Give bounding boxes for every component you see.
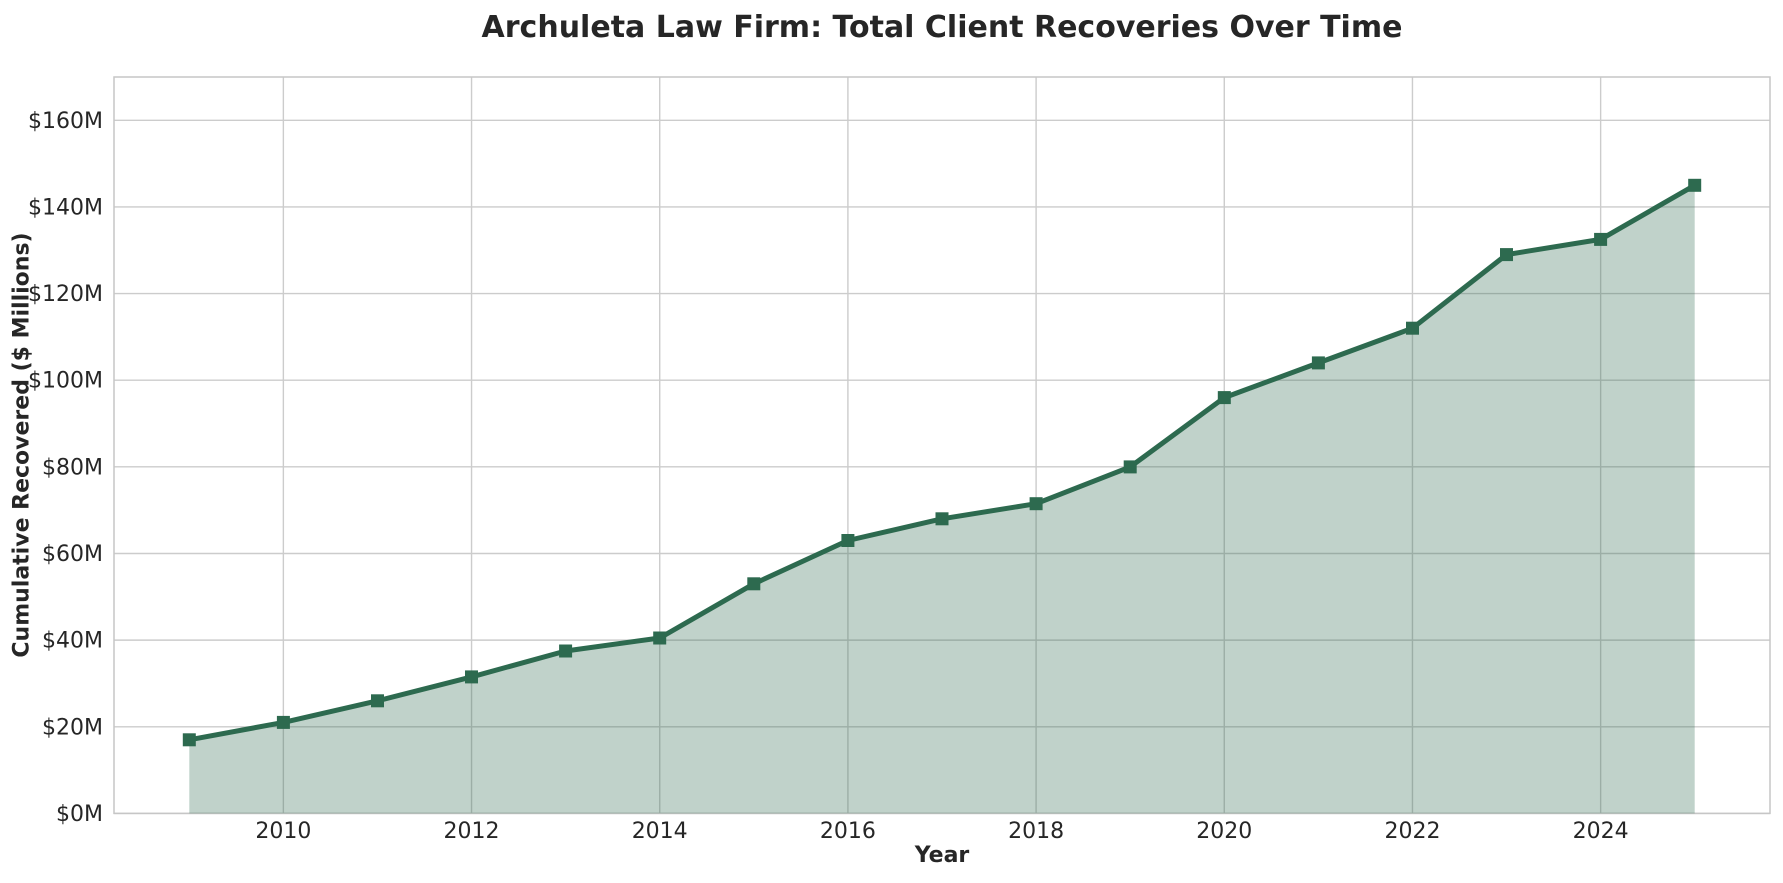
data-markers: [182, 178, 1702, 747]
data-point-marker: [841, 534, 855, 547]
data-point-marker: [1217, 391, 1231, 405]
y-tick-label: $20M: [42, 715, 103, 740]
data-point-marker: [182, 733, 196, 747]
y-tick-label: $0M: [56, 802, 103, 827]
data-point-marker: [1594, 232, 1608, 246]
gridlines: [114, 77, 1770, 815]
data-point-marker: [653, 631, 667, 645]
x-tick-label: 2020: [1196, 819, 1252, 844]
x-tick-label: 2012: [444, 819, 500, 844]
x-tick-label: 2024: [1573, 819, 1629, 844]
x-axis-label: Year: [914, 843, 970, 868]
data-point-marker: [276, 715, 290, 729]
data-point-marker: [1406, 321, 1419, 335]
data-point-marker: [1500, 248, 1513, 262]
x-tick-label: 2010: [255, 819, 311, 844]
data-point-marker: [1029, 497, 1043, 511]
y-tick-label: $60M: [42, 542, 103, 567]
data-point-marker: [559, 644, 573, 658]
y-tick-labels: $0M $20M $40M $60M $80M $100M $120M $140M $160M: [28, 109, 103, 827]
y-tick-label: $140M: [28, 196, 103, 221]
plot-border: [113, 76, 1771, 815]
data-point-marker: [1688, 178, 1702, 192]
data-point-marker: [465, 670, 478, 684]
data-point-marker: [1311, 356, 1325, 370]
x-tick-labels: 2010 2012 2014 2016 2018 2020 2022 2024: [255, 819, 1628, 844]
y-tick-label: $40M: [42, 629, 103, 654]
x-tick-label: 2022: [1385, 819, 1441, 844]
data-point-marker: [935, 512, 949, 526]
chart-title: Archuleta Law Firm: Total Client Recover…: [481, 10, 1403, 45]
x-tick-label: 2014: [632, 819, 688, 844]
x-tick-label: 2016: [820, 819, 876, 844]
area-fill: [189, 185, 1695, 814]
x-tick-label: 2018: [1008, 819, 1064, 844]
y-tick-label: $160M: [28, 109, 103, 134]
y-tick-label: $120M: [28, 282, 103, 307]
y-tick-label: $80M: [42, 455, 103, 480]
data-point-marker: [747, 577, 761, 591]
data-point-marker: [371, 694, 384, 708]
y-tick-label: $100M: [28, 369, 103, 394]
data-point-marker: [1123, 460, 1137, 474]
